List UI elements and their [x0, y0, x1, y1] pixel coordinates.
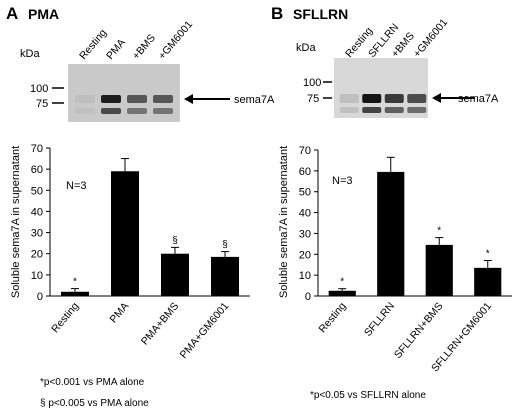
panel-a-letter: A	[6, 4, 18, 23]
panel-b-blot-bands	[339, 94, 427, 113]
panel-a-bar	[211, 256, 239, 296]
panel-a-n-label: N=3	[66, 180, 87, 192]
panel-b-bar	[474, 267, 502, 296]
panel-a-lane-gm6001: +GM6001	[156, 19, 195, 62]
panel-a-band-upper	[75, 95, 95, 103]
panel-b-band-label: sema7A	[458, 93, 499, 105]
panel-b-y-tick-label: 10	[299, 270, 311, 282]
panel-b-band-upper	[384, 94, 404, 103]
panel-a-significance-mark: §	[222, 240, 228, 251]
panel-a-band-lower	[101, 108, 121, 114]
panel-a-lane-pma: PMA	[104, 37, 128, 62]
panel-a-band-label: sema7A	[234, 94, 275, 106]
panel-a-band-upper	[127, 95, 147, 103]
panel-a-category-label: PMA	[107, 300, 131, 325]
panel-a-kda-label: kDa	[20, 48, 40, 60]
panel-a-y-tick-label: 60	[31, 164, 43, 176]
panel-a-y-tick-label: 70	[31, 143, 43, 155]
panel-a-band-lower	[75, 108, 95, 114]
panel-a-band-lower	[127, 108, 147, 114]
panel-b-letter: B	[271, 4, 283, 23]
panel-b-category-label: SFLLRN+BMS	[392, 300, 446, 361]
panel-b-marker-100: 100	[303, 77, 321, 89]
panel-a-category-label: Resting	[49, 300, 81, 335]
panel-b-kda-label: kDa	[296, 42, 316, 54]
panel-b-bar	[425, 244, 453, 296]
panel-a-y-tick-label: 0	[37, 291, 43, 303]
panel-b-chart: 0 10 20 30 40 50 60 70 * Resting SFLLRN * SFLLRN+BMS…	[299, 145, 512, 374]
panel-a-y-tick-label: 10	[31, 270, 43, 282]
panel-b-y-tick-label: 40	[299, 208, 311, 220]
panel-b-significance-mark: *	[340, 277, 344, 288]
panel-b-title: SFLLRN	[293, 6, 348, 22]
panel-a-bar	[111, 171, 139, 296]
panel-a-y-axis-label: Soluble sema7A in supernatant	[10, 146, 22, 298]
panel-b-y-tick-label: 20	[299, 249, 311, 261]
panel-b-band-lower	[407, 107, 427, 113]
panel-a-y-tick-label: 40	[31, 206, 43, 218]
panel-b-n-label: N=3	[332, 175, 353, 187]
panel-b-footnote-1: *p<0.05 vs SFLLRN alone	[310, 390, 426, 401]
panel-a-footnote-1: *p<0.001 vs PMA alone	[40, 377, 145, 388]
panel-b-band-lower	[339, 107, 359, 113]
panel-a-category-label: PMA+GM6001	[178, 300, 232, 361]
panel-a-bar	[61, 291, 89, 296]
panel-b-y-tick-label: 70	[299, 145, 311, 157]
panel-a-significance-mark: §	[172, 235, 178, 246]
panel-a-bar	[161, 253, 189, 296]
panel-b-category-label: SFLLRN	[362, 300, 397, 339]
panel-b: B SFLLRN kDa 100 75 Resting SFLLRN +BMS …	[271, 4, 512, 401]
panel-a-band-lower	[153, 108, 173, 114]
panel-b-y-tick-label: 50	[299, 187, 311, 199]
panel-a-marker-100: 100	[30, 83, 48, 95]
panel-a-significance-mark: *	[73, 277, 77, 288]
panel-b-y-tick-label: 30	[299, 228, 311, 240]
panel-b-band-upper	[362, 94, 382, 103]
panel-a-y-tick-label: 30	[31, 228, 43, 240]
panel-b-y-tick-label: 0	[305, 291, 311, 303]
panel-b-category-label: Resting	[316, 300, 348, 335]
panel-b-band-upper	[407, 94, 427, 103]
panel-b-bar	[328, 290, 356, 296]
panel-a-lane-resting: Resting	[77, 27, 109, 62]
panel-a-band-upper	[153, 95, 173, 103]
panel-b-band-arrow-head	[432, 93, 441, 103]
panel-a-marker-75: 75	[36, 98, 48, 110]
panel-b-lane-gm6001: +GM6001	[411, 17, 450, 60]
panel-b-significance-mark: *	[437, 226, 441, 237]
panel-b-bar	[377, 171, 405, 296]
panel-b-marker-75: 75	[307, 93, 319, 105]
panel-a-band-arrow-head	[184, 94, 193, 104]
panel-b-y-tick-label: 60	[299, 166, 311, 178]
panel-a-y-tick-label: 50	[31, 185, 43, 197]
panel-b-band-lower	[384, 107, 404, 113]
panel-a-chart: 0 10 20 30 40 50 60 70 * Resting PMA § PMA+BMS § PMA+G…	[31, 143, 250, 361]
panel-a-category-label: PMA+BMS	[139, 300, 181, 347]
panel-b-significance-mark: *	[486, 249, 490, 260]
panel-a-lane-bms: +BMS	[130, 32, 158, 62]
panel-a-title: PMA	[28, 6, 59, 22]
panel-a: A PMA kDa 100 75 Resting PMA +BMS +GM600…	[6, 4, 275, 409]
panel-b-y-axis-label: Soluble sema7A in supernatant	[278, 146, 290, 298]
panel-a-footnote-2: § p<0.005 vs PMA alone	[40, 398, 149, 409]
panel-a-blot-bands	[75, 95, 173, 114]
panel-b-band-lower	[362, 107, 382, 113]
panel-a-band-upper	[101, 95, 121, 103]
panel-a-y-tick-label: 20	[31, 249, 43, 261]
panel-b-band-upper	[339, 94, 359, 103]
